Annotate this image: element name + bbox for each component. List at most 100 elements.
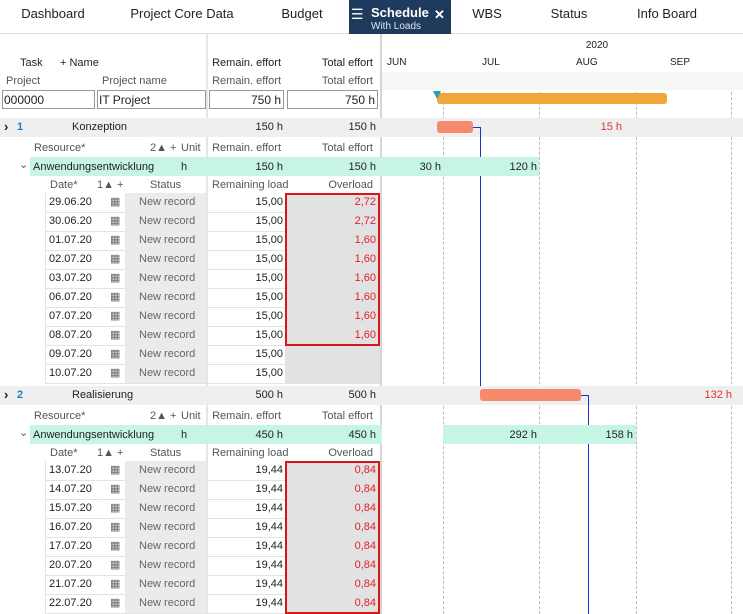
project-row-bg: [382, 72, 743, 90]
milestone-marker: [433, 91, 441, 99]
col-header: Status: [150, 179, 182, 191]
calendar-icon[interactable]: ▦: [110, 578, 121, 590]
load-value: 15,00: [255, 234, 283, 246]
col-header: Date*: [50, 179, 78, 191]
calendar-icon[interactable]: ▦: [110, 196, 121, 208]
tab-label[interactable]: Budget: [281, 6, 323, 21]
resource-load: 158 h: [605, 429, 633, 441]
close-icon[interactable]: ✕: [434, 7, 445, 22]
calendar-icon[interactable]: ▦: [110, 483, 121, 495]
resource-load: 30 h: [419, 161, 441, 173]
status-cell: [125, 306, 206, 326]
tab-label[interactable]: Dashboard: [21, 6, 85, 21]
resource-total: 450 h: [348, 429, 376, 441]
input-field[interactable]: [209, 90, 284, 109]
sort-control[interactable]: 1▲ +: [97, 179, 124, 191]
calendar-icon[interactable]: ▦: [110, 272, 121, 284]
overload-value: 0,84: [354, 502, 376, 514]
calendar-icon[interactable]: ▦: [110, 348, 121, 360]
date-cell: 02.07.20: [49, 253, 92, 265]
overload-value: 0,84: [354, 483, 376, 495]
calendar-icon[interactable]: ▦: [110, 253, 121, 265]
col-header: Remaining load: [212, 447, 289, 459]
resource-name: Anwendungsentwicklung: [33, 161, 155, 173]
gantt-week-line: [539, 72, 540, 614]
row-divider: [45, 212, 380, 213]
expand-toggle[interactable]: ›: [4, 387, 9, 402]
calendar-icon[interactable]: ▦: [110, 559, 121, 571]
col-header: Remain. effort: [212, 57, 281, 69]
status-cell: [125, 460, 206, 480]
row-divider: [45, 250, 380, 251]
calendar-icon[interactable]: ▦: [110, 329, 121, 341]
gantt-load-label: 15 h: [600, 121, 622, 133]
col-header: Unit: [181, 142, 201, 154]
row-left-line: [45, 268, 46, 288]
tab-label: Schedule: [371, 5, 429, 20]
col-header: Date*: [50, 447, 78, 459]
date-cell: 21.07.20: [49, 578, 92, 590]
input-value: 750 h: [250, 92, 281, 107]
status-value: New record: [139, 483, 196, 495]
row-divider: [45, 345, 380, 346]
overload-cell: [285, 325, 380, 345]
row-left-line: [45, 287, 46, 307]
load-value: 15,00: [255, 348, 283, 360]
status-cell: [125, 555, 206, 575]
calendar-icon[interactable]: ▦: [110, 291, 121, 303]
overload-highlight: [285, 192, 380, 346]
gantt-week-line: [731, 72, 732, 614]
status-cell: [125, 344, 206, 364]
calendar-icon[interactable]: ▦: [110, 234, 121, 246]
tab-label[interactable]: Status: [550, 6, 588, 21]
calendar-icon[interactable]: ▦: [110, 521, 121, 533]
row-left-line: [45, 479, 46, 499]
gantt-month: JUL: [482, 57, 500, 68]
date-cell: 17.07.20: [49, 540, 92, 552]
overload-cell: [285, 268, 380, 288]
calendar-icon[interactable]: ▦: [110, 367, 121, 379]
input-field[interactable]: [97, 90, 206, 109]
section-number: 1: [17, 121, 24, 133]
section-row-bg: [0, 118, 743, 137]
load-value: 15,00: [255, 329, 283, 341]
section-name: Realisierung: [72, 389, 134, 401]
sort-control[interactable]: 2▲ +: [150, 410, 177, 422]
resource-load: 120 h: [509, 161, 537, 173]
input-field[interactable]: [287, 90, 378, 109]
overload-cell: [285, 498, 380, 518]
load-value: 19,44: [255, 540, 283, 552]
overload-value: 1,60: [354, 291, 376, 303]
calendar-icon[interactable]: ▦: [110, 310, 121, 322]
tab-label[interactable]: Project Core Data: [130, 6, 234, 21]
calendar-icon[interactable]: ▦: [110, 502, 121, 514]
tab-active[interactable]: [349, 0, 451, 34]
expand-toggle[interactable]: ›: [4, 119, 9, 134]
status-cell: [125, 230, 206, 250]
row-left-line: [45, 555, 46, 575]
date-cell: 07.07.20: [49, 310, 92, 322]
calendar-icon[interactable]: ▦: [110, 464, 121, 476]
status-cell: [125, 479, 206, 499]
collapse-toggle[interactable]: ⌄: [19, 159, 29, 171]
input-field[interactable]: [2, 90, 95, 109]
sort-control[interactable]: 1▲ +: [97, 447, 124, 459]
resource-total: 150 h: [348, 161, 376, 173]
row-divider: [45, 518, 380, 519]
section-total: 150 h: [348, 121, 376, 133]
row-divider: [45, 231, 380, 232]
calendar-icon[interactable]: ▦: [110, 540, 121, 552]
calendar-icon[interactable]: ▦: [110, 597, 121, 609]
sort-control[interactable]: 2▲ +: [150, 142, 177, 154]
tab-label[interactable]: WBS: [472, 6, 502, 21]
status-value: New record: [139, 310, 196, 322]
calendar-icon[interactable]: ▦: [110, 215, 121, 227]
collapse-toggle[interactable]: ⌄: [19, 427, 29, 439]
row-left-line: [45, 249, 46, 269]
row-left-line: [45, 211, 46, 231]
overload-value: 2,72: [354, 196, 376, 208]
status-value: New record: [139, 253, 196, 265]
overload-cell: [285, 460, 380, 480]
tab-label[interactable]: Info Board: [637, 6, 697, 21]
section-remain: 150 h: [255, 121, 283, 133]
